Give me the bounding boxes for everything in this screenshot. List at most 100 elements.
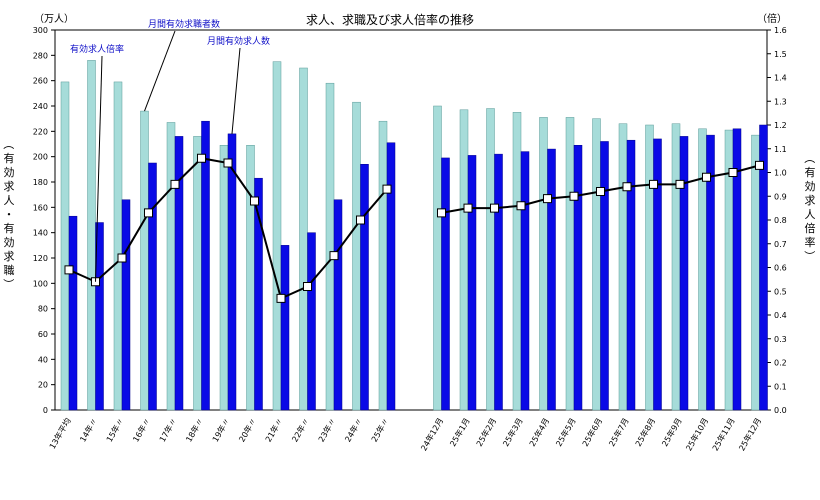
left-axis-label-char: 効 bbox=[4, 165, 15, 179]
ratio-marker bbox=[250, 196, 259, 206]
bar-job-openings bbox=[121, 199, 131, 411]
bar-job-seekers bbox=[378, 120, 388, 411]
bar-job-openings bbox=[441, 157, 450, 411]
right-tick-label: 0.6 bbox=[774, 264, 787, 273]
ratio-marker bbox=[728, 168, 738, 177]
ratio-marker bbox=[329, 251, 339, 261]
bar-job-seekers bbox=[751, 134, 760, 411]
bar-job-openings bbox=[386, 142, 396, 411]
left-axis-label: （有効求人・有効求職） bbox=[2, 139, 15, 290]
x-tick-label: 20年〃 bbox=[236, 416, 258, 444]
right-axis-label-char: 人 bbox=[805, 208, 816, 221]
bar-job-openings bbox=[679, 136, 689, 411]
bar-job-seekers bbox=[325, 82, 335, 411]
bar-job-openings bbox=[706, 134, 715, 411]
right-axis-label-char: 有 bbox=[805, 165, 816, 179]
chart-title: 求人、求職及び求人倍率の推移 bbox=[306, 12, 474, 27]
left-axis-unit: （万人） bbox=[34, 13, 74, 25]
left-tick-label: 60 bbox=[38, 330, 48, 339]
bar-job-openings bbox=[95, 222, 104, 411]
left-tick-label: 100 bbox=[33, 279, 48, 288]
bar-job-seekers bbox=[459, 109, 469, 411]
x-tick-label: 25年5月 bbox=[553, 416, 577, 448]
left-axis-label-char: 職 bbox=[4, 264, 15, 277]
right-tick-label: 0.7 bbox=[774, 240, 787, 249]
right-tick-label: 1.6 bbox=[774, 26, 787, 35]
left-tick-label: 280 bbox=[33, 51, 48, 60]
bar-job-openings bbox=[732, 128, 742, 411]
plot-area: 0 20 40 60 80 100 120 140 160 180 200 220 240 260 280 3… bbox=[2, 18, 816, 452]
left-tick-label: 140 bbox=[33, 229, 48, 238]
left-tick-label: 40 bbox=[38, 355, 48, 364]
left-tick-label: 20 bbox=[38, 381, 48, 390]
bar-job-openings bbox=[280, 245, 290, 411]
left-axis-label-char: ・ bbox=[4, 208, 15, 221]
bar-job-openings bbox=[148, 162, 157, 411]
ratio-marker bbox=[622, 182, 632, 192]
bar-job-seekers bbox=[618, 123, 628, 411]
ratio-marker bbox=[303, 282, 312, 291]
bar-job-openings bbox=[68, 215, 78, 411]
bar-job-openings bbox=[254, 177, 263, 411]
bar-job-seekers bbox=[193, 136, 202, 411]
x-tick-label: 13年平均 bbox=[47, 416, 73, 451]
left-tick-label: 200 bbox=[33, 153, 48, 162]
x-tick-label: 25年6月 bbox=[580, 416, 604, 448]
bar-job-seekers bbox=[512, 112, 522, 411]
x-tick-label: 21年〃 bbox=[263, 416, 285, 444]
bar-job-seekers bbox=[246, 145, 255, 411]
bar-job-openings bbox=[520, 151, 530, 411]
right-tick-label: 1.4 bbox=[774, 74, 787, 83]
annotation-leader bbox=[144, 30, 176, 112]
x-tick-label: 15年〃 bbox=[104, 416, 126, 444]
x-tick-label: 25年11月 bbox=[710, 416, 737, 452]
left-axis-label-char: （ bbox=[2, 139, 15, 150]
x-tick-label: 25年8月 bbox=[633, 416, 657, 448]
right-axis-label-char: ） bbox=[803, 251, 816, 262]
left-axis-label-char: 人 bbox=[4, 194, 15, 207]
x-tick-label: 25年1月 bbox=[447, 416, 471, 448]
bar-job-seekers bbox=[140, 110, 149, 411]
left-tick-label: 220 bbox=[33, 127, 48, 136]
ratio-marker bbox=[702, 172, 711, 182]
right-tick-label: 1.5 bbox=[774, 50, 787, 59]
x-tick-label: 25年12月 bbox=[736, 416, 763, 452]
ratio-marker bbox=[437, 208, 446, 218]
ratio-marker bbox=[596, 187, 605, 196]
x-tick-label: 16年〃 bbox=[130, 416, 152, 444]
right-tick-label: 0.9 bbox=[774, 192, 787, 201]
right-tick-label: 0.0 bbox=[774, 406, 787, 415]
x-tick-label: 25年2月 bbox=[474, 416, 498, 448]
bar-job-openings bbox=[227, 133, 237, 411]
right-axis-label-char: （ bbox=[803, 153, 816, 164]
left-axis-label-char: ） bbox=[2, 279, 15, 290]
annotation-label: 月間有効求職者数 bbox=[148, 18, 220, 30]
x-tick-label: 24年〃 bbox=[342, 416, 364, 444]
x-tick-label: 25年〃 bbox=[369, 416, 391, 444]
ratio-marker bbox=[356, 215, 365, 225]
ratio-marker bbox=[223, 158, 233, 168]
ratio-marker bbox=[755, 160, 764, 170]
x-tick-label: 25年7月 bbox=[606, 416, 630, 448]
left-axis-label-char: 有 bbox=[4, 151, 15, 165]
bar-job-openings bbox=[600, 141, 609, 411]
bar-job-seekers bbox=[219, 145, 229, 411]
ratio-marker bbox=[463, 203, 473, 213]
bar-job-seekers bbox=[486, 108, 495, 411]
left-tick-label: 180 bbox=[33, 178, 48, 187]
left-tick-label: 120 bbox=[33, 254, 48, 263]
right-tick-label: 0.2 bbox=[774, 359, 787, 368]
bar-job-seekers bbox=[272, 61, 282, 411]
bar-job-seekers bbox=[433, 105, 442, 411]
annotation-label: 有効求人倍率 bbox=[70, 43, 124, 55]
bar-job-seekers bbox=[565, 117, 575, 411]
bar-job-seekers bbox=[87, 60, 96, 411]
right-tick-label: 1.2 bbox=[774, 121, 787, 130]
annotation-leader bbox=[231, 47, 241, 134]
x-tick-label: 24年12月 bbox=[418, 416, 445, 452]
left-axis-label-char: 有 bbox=[4, 221, 15, 235]
right-axis-label-char: 倍 bbox=[805, 221, 816, 235]
ratio-marker bbox=[516, 201, 526, 211]
